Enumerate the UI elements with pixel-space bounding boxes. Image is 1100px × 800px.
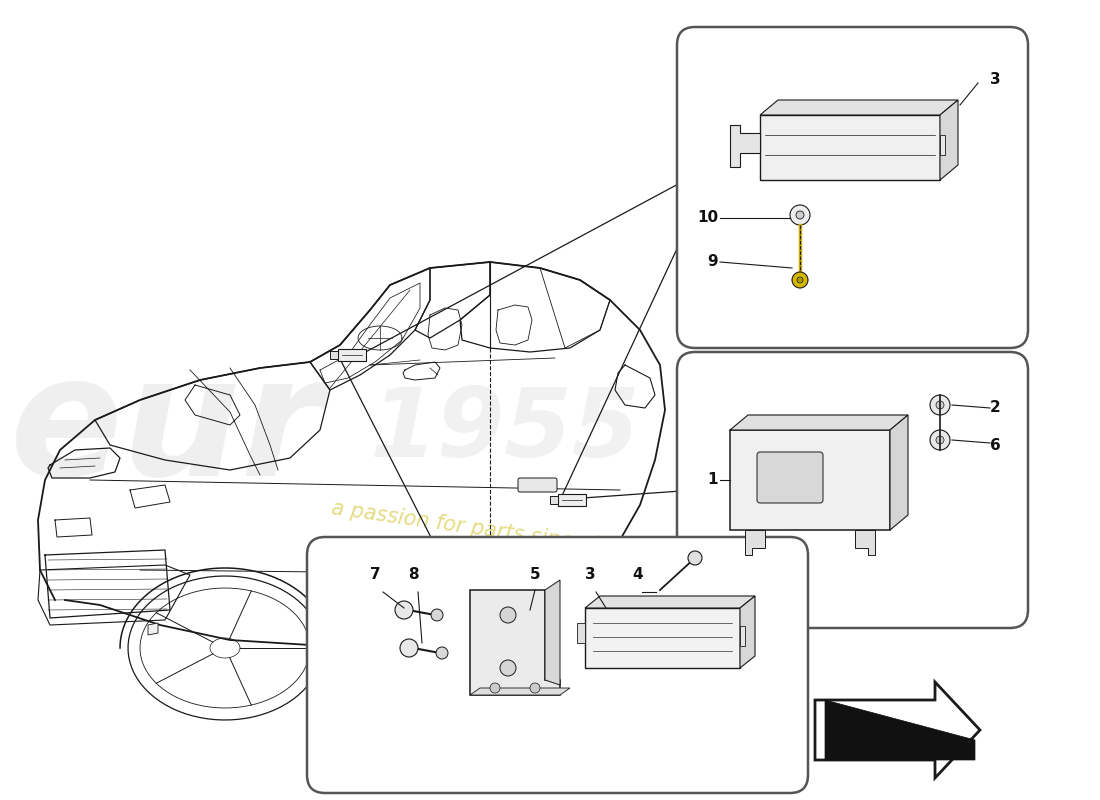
Polygon shape xyxy=(760,115,940,180)
Circle shape xyxy=(490,683,500,693)
Text: 5: 5 xyxy=(530,567,540,582)
Polygon shape xyxy=(730,415,908,430)
FancyBboxPatch shape xyxy=(757,452,823,503)
Text: 8: 8 xyxy=(408,567,418,582)
Circle shape xyxy=(517,628,522,634)
Polygon shape xyxy=(558,494,586,506)
Text: 10: 10 xyxy=(697,210,718,226)
FancyBboxPatch shape xyxy=(676,352,1028,628)
Polygon shape xyxy=(468,642,492,654)
Polygon shape xyxy=(470,688,570,695)
Polygon shape xyxy=(760,100,958,115)
Polygon shape xyxy=(578,623,585,643)
Polygon shape xyxy=(730,125,760,167)
FancyBboxPatch shape xyxy=(518,478,557,492)
Polygon shape xyxy=(148,623,158,635)
Text: 1955: 1955 xyxy=(370,383,640,477)
Polygon shape xyxy=(740,596,755,668)
FancyBboxPatch shape xyxy=(307,537,808,793)
Circle shape xyxy=(497,621,503,627)
Polygon shape xyxy=(940,135,945,155)
Circle shape xyxy=(436,647,448,659)
Circle shape xyxy=(525,645,531,651)
Circle shape xyxy=(688,551,702,565)
Text: 1: 1 xyxy=(707,473,718,487)
Circle shape xyxy=(792,272,808,288)
Text: 6: 6 xyxy=(990,438,1001,453)
Text: 3: 3 xyxy=(990,73,1001,87)
Circle shape xyxy=(469,645,475,651)
Circle shape xyxy=(431,609,443,621)
Polygon shape xyxy=(855,530,875,555)
Text: 4: 4 xyxy=(632,567,644,582)
Text: a passion for parts since 1955: a passion for parts since 1955 xyxy=(330,498,645,562)
Circle shape xyxy=(395,601,412,619)
Circle shape xyxy=(936,401,944,409)
Text: 7: 7 xyxy=(370,567,381,582)
Polygon shape xyxy=(470,590,560,695)
Polygon shape xyxy=(940,100,958,180)
Polygon shape xyxy=(825,700,975,760)
Circle shape xyxy=(477,662,483,668)
Polygon shape xyxy=(890,415,908,530)
Circle shape xyxy=(930,430,950,450)
Circle shape xyxy=(477,628,483,634)
Circle shape xyxy=(500,660,516,676)
Circle shape xyxy=(497,669,503,675)
Polygon shape xyxy=(730,430,890,530)
Polygon shape xyxy=(338,349,366,361)
Circle shape xyxy=(530,683,540,693)
Polygon shape xyxy=(745,530,764,555)
Polygon shape xyxy=(550,496,558,504)
Circle shape xyxy=(400,639,418,657)
Circle shape xyxy=(790,205,810,225)
Polygon shape xyxy=(740,626,745,646)
Circle shape xyxy=(798,277,803,283)
Circle shape xyxy=(936,436,944,444)
Circle shape xyxy=(517,662,522,668)
Polygon shape xyxy=(330,351,338,359)
Polygon shape xyxy=(815,682,980,778)
Polygon shape xyxy=(585,596,755,608)
Circle shape xyxy=(796,211,804,219)
Text: eur: eur xyxy=(10,349,323,511)
Polygon shape xyxy=(544,580,560,685)
Circle shape xyxy=(930,395,950,415)
Polygon shape xyxy=(585,608,740,668)
Text: 3: 3 xyxy=(585,567,595,582)
Text: 2: 2 xyxy=(990,401,1001,415)
Text: 9: 9 xyxy=(707,254,718,270)
Circle shape xyxy=(500,607,516,623)
FancyBboxPatch shape xyxy=(676,27,1028,348)
